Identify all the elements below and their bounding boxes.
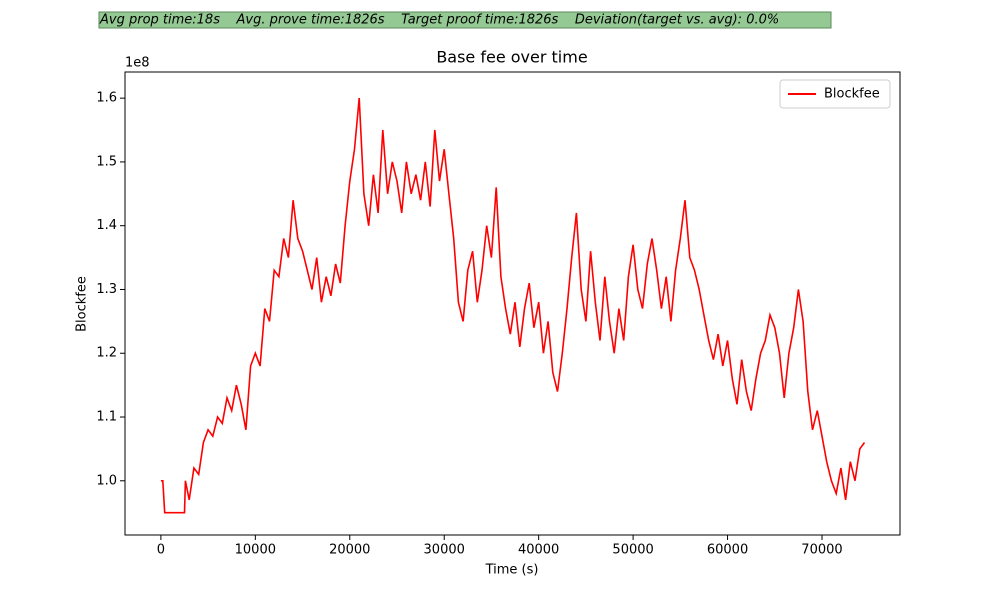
x-tick-label: 60000 xyxy=(707,543,748,558)
banner-box xyxy=(98,11,832,29)
x-tick-label: 20000 xyxy=(329,543,370,558)
x-tick-label: 0 xyxy=(157,543,165,558)
legend-box xyxy=(779,79,891,109)
x-tick-label: 50000 xyxy=(612,543,653,558)
banner: Avg prop time:18s Avg. prove time:1826s … xyxy=(99,13,779,28)
y-tick-label: 1.6 xyxy=(96,91,117,106)
x-tick-label: 30000 xyxy=(424,543,465,558)
y-tick-label: 1.5 xyxy=(96,154,117,169)
y-axis-label: Blockfee xyxy=(75,276,90,332)
y-offset-label: 1e8 xyxy=(125,56,150,71)
y-tick-label: 1.3 xyxy=(96,282,117,297)
data-line xyxy=(160,98,866,514)
plot-frame xyxy=(124,71,901,536)
y-tick-label: 1.2 xyxy=(96,346,117,361)
x-tick-label: 40000 xyxy=(518,543,559,558)
legend-label: Blockfee xyxy=(824,87,880,102)
chart-title: Base fee over time xyxy=(436,48,587,67)
y-tick-label: 1.4 xyxy=(96,218,117,233)
x-tick-label: 70000 xyxy=(801,543,842,558)
x-axis-label: Time (s) xyxy=(485,563,539,578)
y-tick-label: 1.0 xyxy=(96,473,117,488)
x-tick-label: 10000 xyxy=(235,543,276,558)
y-tick-label: 1.1 xyxy=(96,410,117,425)
